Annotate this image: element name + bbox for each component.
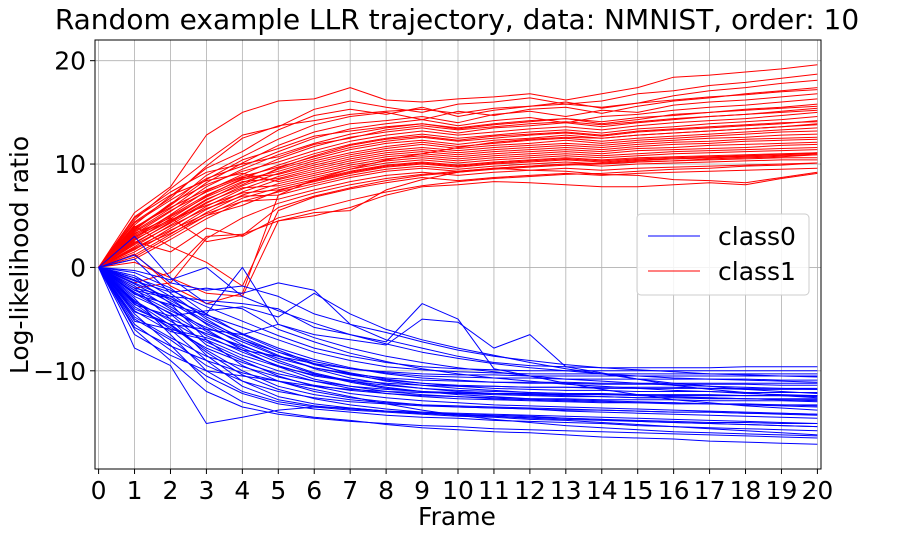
series-line-class0-63 xyxy=(98,267,818,384)
series-line-class0-72 xyxy=(98,267,818,394)
series-line-class1-17 xyxy=(98,141,818,268)
series-line-class1-30 xyxy=(98,162,818,268)
series-line-class0-69 xyxy=(98,266,818,411)
y-tick-label: 10 xyxy=(54,150,86,179)
series-line-class1-34 xyxy=(98,105,818,268)
x-tick-label: 6 xyxy=(306,476,322,505)
x-axis-label: Frame xyxy=(418,502,496,531)
x-tick-label: 2 xyxy=(163,476,179,505)
series-line-class1-1 xyxy=(98,73,818,268)
x-tick-label: 20 xyxy=(801,476,833,505)
series-line-class1-8 xyxy=(98,111,818,268)
x-tick-label: 7 xyxy=(342,476,358,505)
y-tick-label: −10 xyxy=(33,357,86,386)
x-tick-label: 8 xyxy=(378,476,394,505)
series-line-class1-26 xyxy=(98,167,818,287)
series-line-class0-52 xyxy=(98,267,818,407)
series-line-class1-15 xyxy=(98,136,818,268)
series-line-class0-44 xyxy=(98,267,818,424)
series-line-class1-25 xyxy=(98,162,818,268)
x-tick-label: 9 xyxy=(414,476,430,505)
series-line-class1-19 xyxy=(98,147,818,268)
series-line-class1-0 xyxy=(98,64,818,268)
x-tick-label: 12 xyxy=(514,476,546,505)
x-tick-label: 3 xyxy=(198,476,214,505)
series-line-class1-31 xyxy=(98,152,818,289)
y-tick-label: 20 xyxy=(54,47,86,76)
series-line-class1-32 xyxy=(98,154,818,268)
series-line-class0-65 xyxy=(98,267,818,377)
series-line-class1-33 xyxy=(98,89,818,268)
series-line-class0-45 xyxy=(98,266,818,415)
legend-label-class0: class0 xyxy=(718,222,796,251)
x-tick-label: 14 xyxy=(586,476,618,505)
series-line-class1-12 xyxy=(98,127,818,268)
series-line-class1-20 xyxy=(98,149,818,268)
series-line-class1-2 xyxy=(98,79,818,268)
series-line-class0-73 xyxy=(98,266,818,390)
x-tick-label: 5 xyxy=(270,476,286,505)
series-line-class0-66 xyxy=(98,266,818,375)
series-line-class1-10 xyxy=(98,120,818,268)
x-tick-label: 0 xyxy=(91,476,107,505)
series-line-class0-68 xyxy=(98,254,818,369)
series-line-class0-76 xyxy=(98,267,818,437)
series-line-class0-41 xyxy=(98,267,818,432)
legend: class0 class1 xyxy=(636,213,810,296)
series-line-class1-18 xyxy=(98,143,818,268)
series-line-class1-4 xyxy=(98,93,818,268)
series-line-class0-59 xyxy=(98,267,818,397)
series-line-class0-77 xyxy=(98,267,818,424)
series-line-class1-36 xyxy=(98,109,818,268)
legend-box xyxy=(636,213,810,296)
series-line-class0-50 xyxy=(98,267,818,415)
x-tick-label: 11 xyxy=(478,476,510,505)
y-axis-label: Log-likelihood ratio xyxy=(5,136,34,374)
x-tick-label: 13 xyxy=(550,476,582,505)
y-tick-label: 0 xyxy=(70,253,86,282)
series-line-class1-14 xyxy=(98,133,818,268)
x-axis-ticks: 0 1 2 3 4 5 6 7 8 9 10 11 12 13 14 15 16 17 18 19 20 xyxy=(91,469,833,505)
x-tick-label: 1 xyxy=(127,476,143,505)
series-line-class0-39 xyxy=(98,267,818,445)
series-line-class1-5 xyxy=(98,98,818,268)
series-line-class0-67 xyxy=(98,266,818,372)
series-line-class1-37 xyxy=(98,153,818,268)
series-line-class0-53 xyxy=(98,258,818,401)
x-tick-label: 17 xyxy=(694,476,726,505)
series-line-class1-16 xyxy=(98,138,818,268)
series-line-class0-56 xyxy=(98,267,818,397)
series-line-class0-75 xyxy=(98,266,818,383)
series-line-class0-43 xyxy=(98,267,818,439)
x-tick-label: 10 xyxy=(442,476,474,505)
x-tick-label: 19 xyxy=(766,476,798,505)
chart-title: Random example LLR trajectory, data: NMN… xyxy=(55,3,859,36)
x-tick-label: 18 xyxy=(730,476,762,505)
series-line-class0-38 xyxy=(98,267,818,436)
series-line-class0-71 xyxy=(98,266,818,378)
y-axis-ticks: 20 10 0 −10 xyxy=(33,47,95,386)
series-line-class1-29 xyxy=(98,124,818,305)
series-line-class0-74 xyxy=(98,235,818,397)
legend-label-class1: class1 xyxy=(718,257,796,286)
x-tick-label: 4 xyxy=(234,476,250,505)
series-line-class1-35 xyxy=(98,121,818,268)
series-line-class1-23 xyxy=(98,157,818,268)
series-line-class0-70 xyxy=(98,267,818,399)
series-line-class1-28 xyxy=(98,172,818,297)
x-tick-label: 15 xyxy=(622,476,654,505)
x-tick-label: 16 xyxy=(658,476,690,505)
series-lines xyxy=(98,64,818,445)
series-line-class0-62 xyxy=(98,266,818,386)
